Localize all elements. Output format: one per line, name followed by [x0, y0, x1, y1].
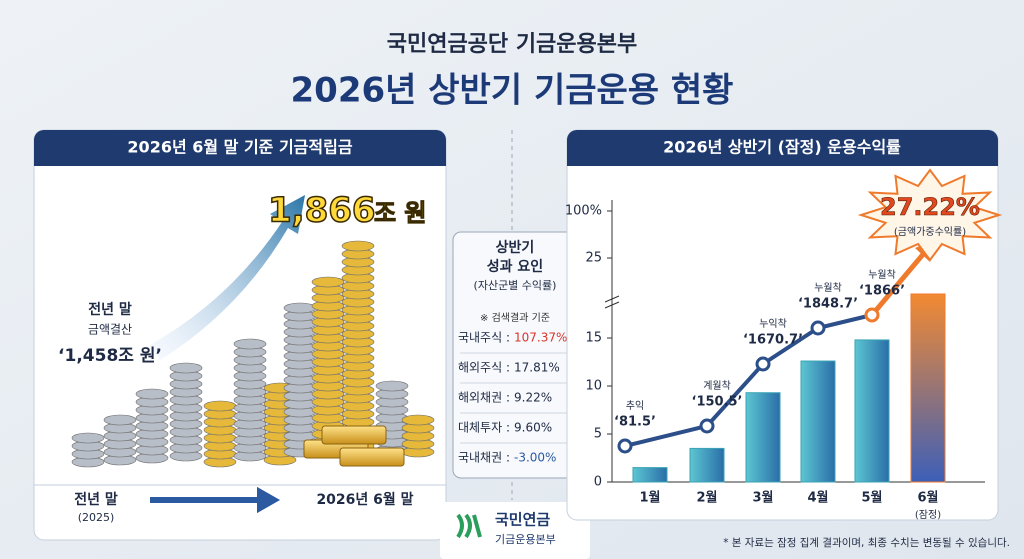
factor-rows: 국내주식 : 107.37% 해외주식 : 17.81% 해외채권 : 9.22% 대체투자… — [458, 331, 571, 465]
x-tick-label: 4월 — [807, 490, 828, 506]
annotation-label: ‘81.5’ — [614, 415, 656, 430]
logo-box — [440, 502, 590, 559]
factor-value: 9.60% — [514, 421, 552, 435]
trend-point — [617, 438, 633, 454]
timeline-start-year: (2025) — [78, 511, 115, 524]
factors-title: 성과 요인 — [487, 258, 543, 275]
bar — [910, 293, 946, 483]
factor-value: 107.37% — [514, 331, 567, 345]
coin — [401, 414, 435, 426]
y-tick-label: 10 — [585, 379, 602, 394]
factor-name: 국내채권 : — [458, 451, 510, 465]
factors-subtitle: (자산군별 수익률) — [474, 279, 557, 292]
annotation-tag: 누월착 — [868, 269, 896, 281]
trend-point — [755, 356, 771, 372]
coin — [169, 362, 203, 374]
bar — [689, 447, 725, 483]
gold-bar — [321, 425, 387, 445]
org-name: 국민연금공단 기금운용본부 — [387, 32, 638, 57]
coin — [311, 276, 345, 288]
bar — [745, 392, 781, 483]
annotation-label: ‘1848.7’ — [798, 297, 858, 312]
logo-mark — [456, 513, 482, 539]
prev-sub: 금액결산 — [88, 323, 132, 337]
annotation-tag: 추익 — [626, 400, 644, 412]
x-tick-label: 6월 — [917, 490, 938, 506]
logo-name: 국민연금 — [495, 511, 550, 529]
timeline-start: 전년 말 — [74, 491, 118, 508]
factor-value: 9.22% — [514, 391, 552, 405]
total-number: 1,866 — [268, 191, 376, 231]
x-tick-label: 1월 — [639, 490, 660, 506]
timeline-end: 2026년 6월 말 — [316, 491, 413, 508]
y-tick-label: 25 — [585, 251, 602, 266]
annotation-label: ‘150.5’ — [692, 395, 743, 410]
factor-name: 해외주식 : — [458, 361, 510, 375]
factors-title: 상반기 — [496, 239, 535, 256]
y-tick-label: 100% — [565, 204, 602, 219]
annotation-label: ‘1670.7’ — [743, 333, 803, 348]
annotation-label: ‘1866’ — [859, 284, 905, 299]
annotation-tag: 계월착 — [703, 380, 731, 392]
callout-label: 27.22% — [880, 193, 980, 221]
factor-name: 국내주식 : — [458, 331, 510, 345]
coin — [135, 388, 169, 400]
bar — [854, 339, 890, 483]
gold-bar — [339, 447, 405, 467]
coin — [103, 414, 137, 426]
coin — [375, 380, 409, 392]
prev-label: 전년 말 — [88, 301, 132, 318]
category-note: (잠정) — [915, 509, 941, 521]
y-tick-label: 15 — [585, 331, 602, 346]
callout-burst — [857, 168, 1003, 262]
x-tick-label: 5월 — [861, 490, 882, 506]
y-tick-label: 5 — [594, 427, 602, 442]
trend-point — [699, 418, 715, 434]
coin — [283, 302, 317, 314]
annotation-tag: 누익착 — [759, 318, 787, 330]
left-panel-header — [34, 130, 446, 166]
coin — [233, 338, 267, 350]
chart-title: 2026년 상반기 (잠정) 운용수익률 — [663, 138, 901, 157]
right-panel-header — [567, 130, 998, 166]
bar — [800, 360, 836, 483]
callout-note: (금액가중수익률) — [894, 226, 966, 238]
coin — [341, 240, 375, 252]
left-panel-title: 2026년 6월 말 기준 기금적립금 — [127, 138, 352, 157]
x-tick-label: 3월 — [752, 490, 773, 506]
chart: 0 5 10 15 25 100% 1월 2월 3월 4월 5월 6월 (잠정) 추익 ‘81.5’ 계월착 ‘… — [565, 168, 1003, 521]
coin-illustration — [71, 240, 435, 468]
main-title: 2026년 상반기 기금운용 현황 — [291, 71, 734, 111]
axis-break — [604, 295, 620, 309]
y-tick-label: 0 — [594, 475, 602, 490]
factor-name: 대체투자 : — [458, 421, 510, 435]
bar — [632, 467, 668, 483]
factor-value: 17.81% — [514, 361, 560, 375]
factors-basis: ※ 검색결과 기준 — [480, 312, 550, 324]
trend-arrow — [870, 250, 927, 317]
logo-sub: 기금운용본부 — [495, 533, 556, 546]
coin — [71, 432, 105, 444]
annotation-tag: 누월착 — [814, 282, 842, 294]
trend-point — [810, 320, 826, 336]
factor-name: 해외채권 : — [458, 391, 510, 405]
x-tick-label: 2월 — [696, 490, 717, 506]
timeline-arrow — [150, 486, 281, 514]
trend-point — [864, 307, 880, 323]
coin — [203, 400, 237, 412]
prev-value: ‘1,458조 원’ — [58, 346, 162, 366]
factor-value: -3.00% — [514, 451, 556, 465]
growth-arrow — [150, 195, 305, 360]
footnote: * 본 자료는 잠정 집계 결과이며, 최종 수치는 변동될 수 있습니다. — [723, 537, 1010, 549]
total-unit: 조 원 — [374, 199, 427, 227]
